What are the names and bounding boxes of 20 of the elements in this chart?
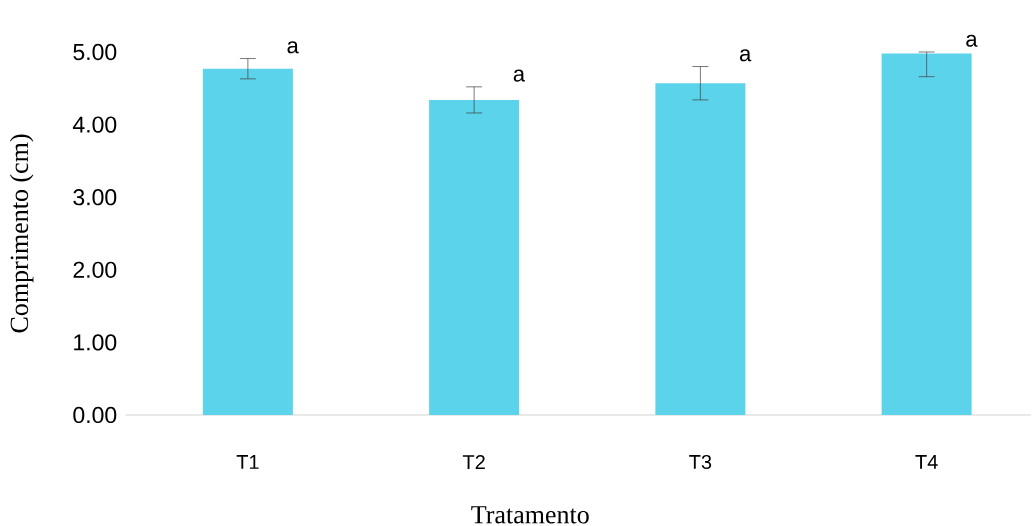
x-axis-title: Tratamento xyxy=(471,506,589,524)
y-tick-label: 2.00 xyxy=(73,261,117,278)
x-tick-label: T3 xyxy=(689,454,712,470)
bar xyxy=(202,68,293,415)
annotation: a xyxy=(739,49,752,62)
y-tick-label: 1.00 xyxy=(74,334,117,351)
y-tick-label: 0.00 xyxy=(73,406,117,424)
bar xyxy=(881,53,972,415)
annotation: a xyxy=(513,69,526,82)
bar xyxy=(655,83,746,415)
annotation: a xyxy=(287,41,299,54)
x-tick-label: T4 xyxy=(915,455,938,469)
y-tick-label: 3.00 xyxy=(73,189,117,206)
annotation: a xyxy=(966,34,978,47)
bar xyxy=(429,99,520,415)
x-tick-label: T2 xyxy=(462,455,485,469)
y-tick-label: 4.00 xyxy=(72,116,117,133)
x-tick-label: T1 xyxy=(236,455,259,469)
y-axis-title: Comprimento (cm) xyxy=(9,134,34,333)
y-tick-label: 5.00 xyxy=(73,43,117,61)
